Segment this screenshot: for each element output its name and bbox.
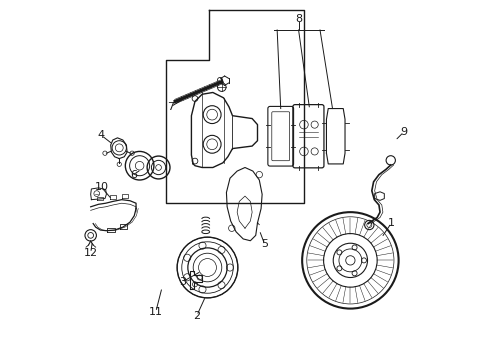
Text: 9: 9 [400, 127, 408, 137]
Text: 5: 5 [261, 239, 268, 249]
Text: 8: 8 [295, 14, 302, 24]
Text: 11: 11 [148, 307, 163, 317]
Text: 4: 4 [98, 130, 105, 140]
Text: 2: 2 [193, 311, 200, 321]
Text: 6: 6 [130, 170, 137, 180]
Text: 3: 3 [179, 277, 186, 287]
Text: 7: 7 [167, 102, 174, 112]
Text: 1: 1 [388, 218, 395, 228]
Text: 12: 12 [84, 248, 98, 258]
Text: 10: 10 [95, 182, 108, 192]
